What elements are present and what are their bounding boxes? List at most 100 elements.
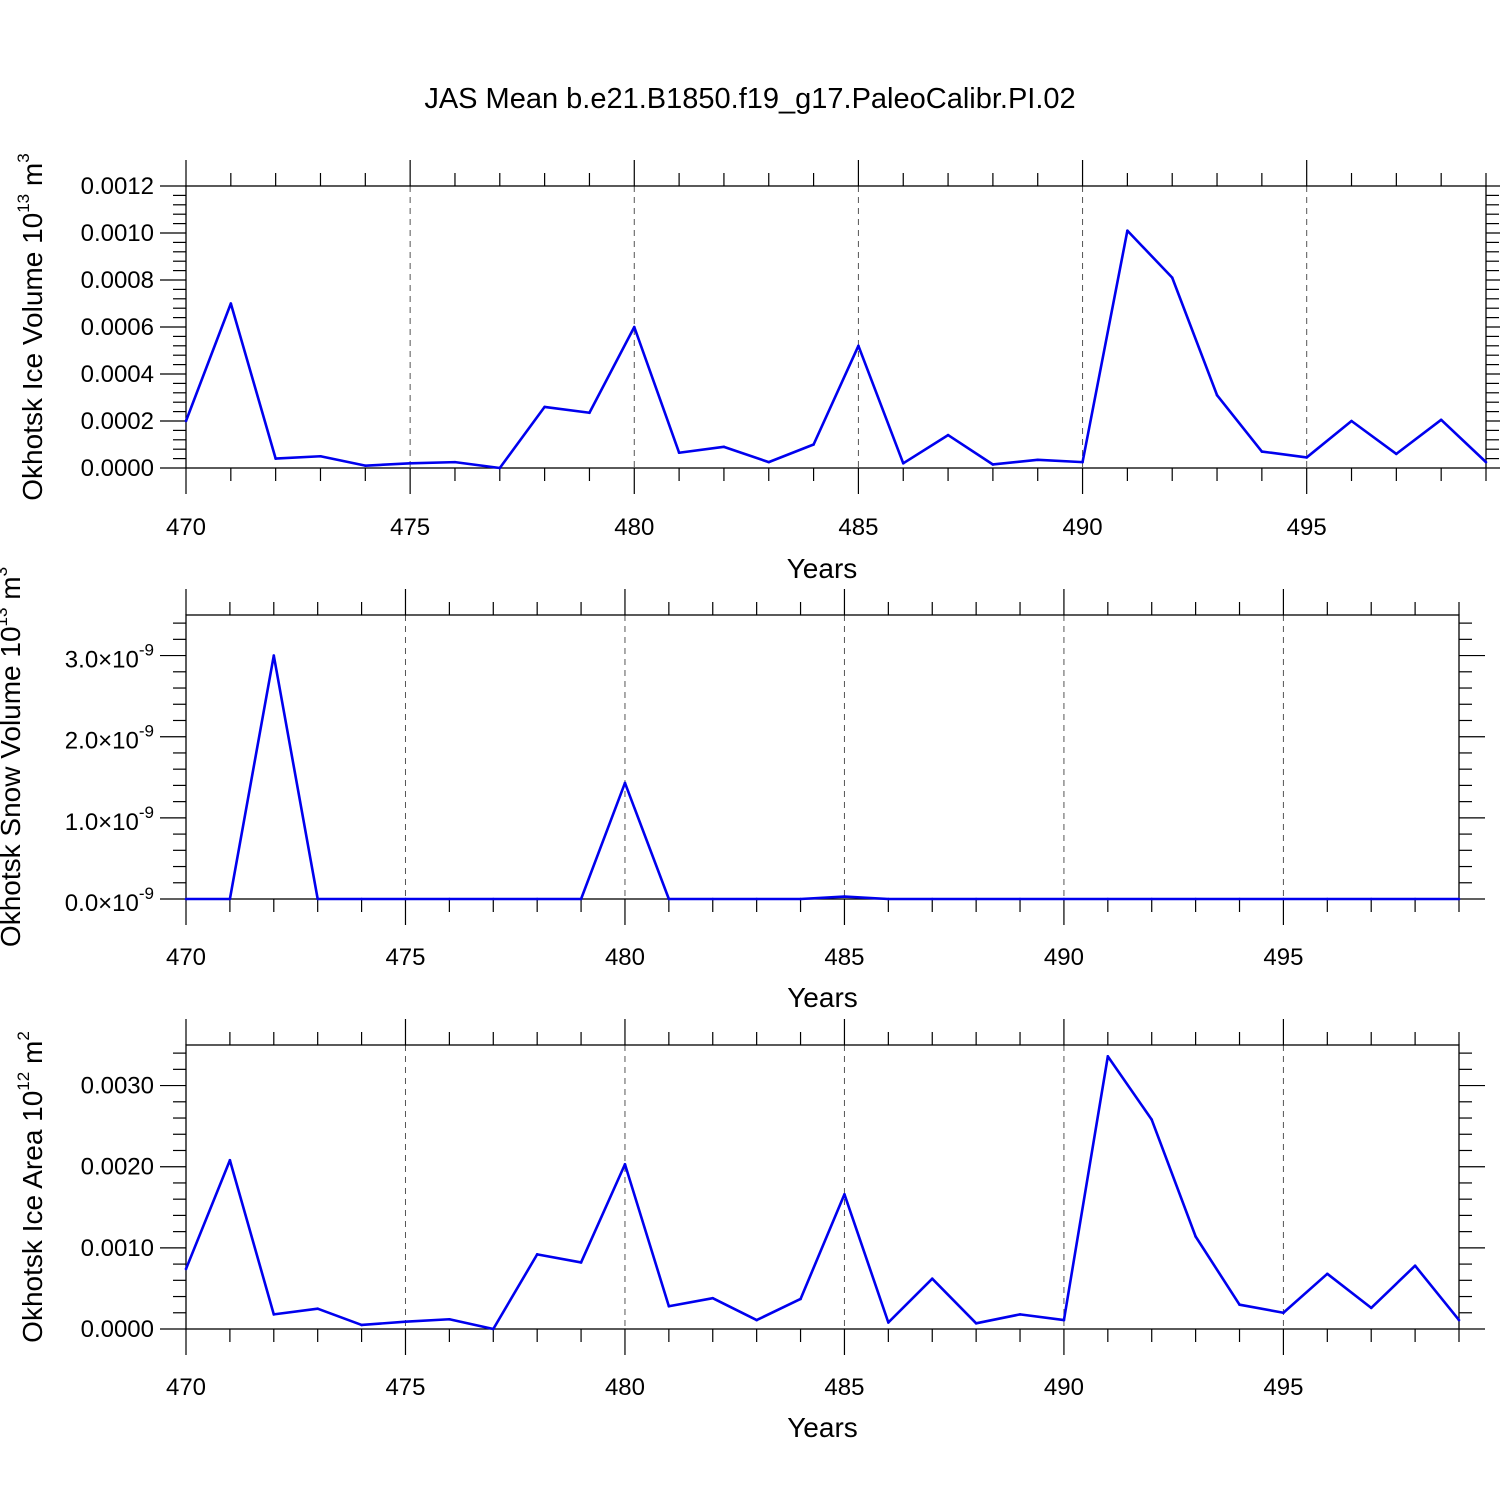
x-tick-label: 495: [1263, 944, 1303, 971]
data-point: [1126, 229, 1129, 232]
data-point: [930, 897, 934, 901]
plot-frame: [185, 614, 1460, 900]
data-point: [711, 1296, 715, 1300]
data-point: [767, 460, 771, 464]
data-point: [448, 1317, 451, 1321]
data-point: [1395, 452, 1398, 456]
data-point: [711, 897, 715, 901]
x-tick-label: 475: [390, 514, 430, 541]
data-point: [991, 463, 995, 466]
data-point: [755, 897, 758, 901]
data-point: [1106, 897, 1110, 901]
data-point: [491, 897, 495, 901]
y-tick-label: 2.0×10-9: [65, 722, 154, 755]
data-point: [588, 411, 591, 415]
data-point: [1036, 458, 1040, 462]
data-point: [799, 1297, 802, 1301]
x-tick-label: 480: [605, 944, 645, 971]
x-tick-label: 490: [1044, 944, 1084, 971]
data-point: [453, 460, 457, 464]
data-point: [316, 1307, 319, 1311]
x-tick-label: 490: [1044, 1374, 1084, 1401]
data-point: [491, 1327, 495, 1331]
y-tick-label: 0.0004: [81, 361, 154, 388]
data-point: [579, 1261, 583, 1264]
data-point: [1238, 1303, 1241, 1306]
series-line: [184, 1055, 1461, 1331]
data-point: [543, 405, 546, 409]
data-point: [1106, 1055, 1110, 1058]
data-point: [448, 897, 451, 901]
data-point: [1150, 897, 1154, 901]
data-point: [1439, 418, 1443, 422]
x-axis-label: Years: [787, 553, 858, 584]
data-point: [319, 454, 322, 458]
data-point: [1457, 897, 1461, 901]
data-point: [901, 462, 905, 465]
data-point: [1369, 897, 1373, 901]
data-point: [857, 344, 860, 348]
x-tick-label: 475: [385, 944, 425, 971]
data-point: [677, 451, 681, 455]
data-point: [184, 1267, 188, 1271]
x-tick-label: 490: [1063, 514, 1103, 541]
data-point: [1062, 897, 1066, 901]
x-axis-label: Years: [787, 982, 858, 1013]
data-point: [930, 1277, 934, 1280]
data-point: [1350, 419, 1353, 423]
x-tick-label: 485: [824, 944, 864, 971]
series-line: [184, 229, 1487, 470]
data-point: [1238, 897, 1241, 901]
y-tick-label: 0.0030: [81, 1073, 154, 1100]
y-tick-label: 0.0020: [81, 1154, 154, 1181]
data-point: [408, 462, 412, 465]
data-point: [1282, 1311, 1285, 1315]
data-point: [1326, 897, 1329, 901]
data-point: [535, 897, 539, 901]
data-point: [1150, 1118, 1154, 1121]
x-tick-label: 485: [838, 514, 878, 541]
y-tick-label: 1.0×10-9: [65, 803, 154, 836]
data-point: [360, 1323, 363, 1327]
data-point: [579, 897, 583, 901]
x-tick-label: 485: [824, 1374, 864, 1401]
data-point: [1194, 897, 1197, 901]
data-point: [1170, 276, 1174, 279]
plot-frame: [185, 185, 1487, 469]
plot-frame: [185, 1044, 1460, 1330]
data-point: [184, 897, 188, 901]
y-tick-label: 0.0012: [81, 173, 154, 200]
y-axis-label: Okhotsk Snow Volume 1013 m3: [0, 567, 26, 947]
data-point: [1282, 897, 1285, 901]
data-point: [632, 325, 636, 329]
y-tick-label: 0.0010: [81, 220, 154, 247]
y-axis-label: Okhotsk Ice Volume 1013 m3: [14, 153, 48, 500]
data-point: [843, 1193, 846, 1196]
data-point: [946, 433, 950, 437]
data-point: [272, 1313, 276, 1316]
y-tick-label: 0.0008: [81, 267, 154, 294]
data-point: [1413, 1264, 1417, 1268]
data-point: [755, 1318, 758, 1322]
data-point: [667, 897, 671, 901]
chart-panel-1: 0.0000 0.0002 0.0004 0.0006 0.0008 0.0010 0.00…: [14, 153, 1500, 584]
data-point: [812, 443, 815, 446]
data-point: [1305, 456, 1308, 459]
data-point: [404, 897, 407, 901]
data-point: [229, 302, 233, 305]
data-point: [1018, 1313, 1022, 1316]
data-point: [623, 781, 627, 785]
chart-panel-3: 0.0000 0.0010 0.0020 0.0030 470 475 480 485 490 4…: [14, 1019, 1485, 1443]
data-point: [623, 1162, 627, 1166]
x-tick-label: 475: [385, 1374, 425, 1401]
x-tick-label: 495: [1287, 514, 1327, 541]
x-tick-label: 480: [605, 1374, 645, 1401]
data-point: [274, 457, 277, 460]
y-tick-label: 0.0006: [81, 314, 154, 341]
data-point: [887, 897, 890, 901]
data-point: [228, 1158, 232, 1162]
data-point: [843, 895, 846, 898]
data-point: [360, 897, 363, 901]
data-point: [1413, 897, 1417, 901]
